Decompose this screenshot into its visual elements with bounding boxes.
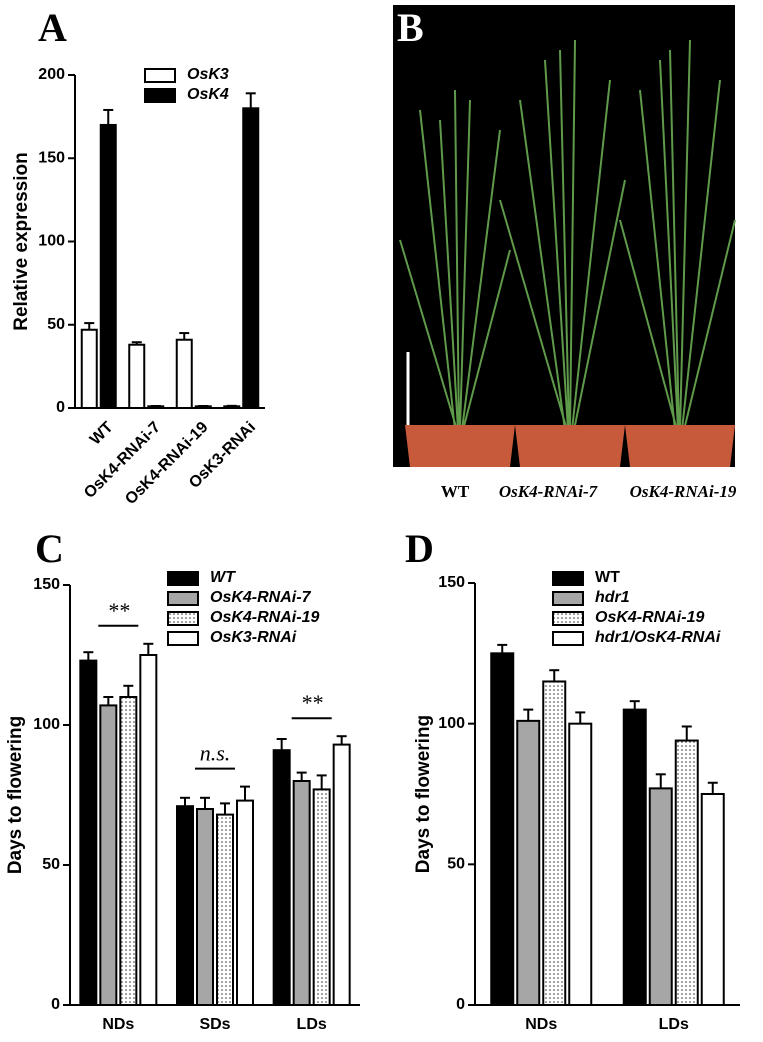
x-tick-label: LDs <box>659 1016 689 1033</box>
legend-swatch <box>552 571 584 586</box>
bar <box>139 654 158 1006</box>
y-tick-label: 100 <box>438 715 465 732</box>
x-tick-label: SDs <box>199 1016 230 1033</box>
legend-label: hdr1 <box>595 589 630 606</box>
bar <box>312 788 331 1007</box>
pots <box>405 425 735 467</box>
annotation: ** <box>301 690 323 715</box>
legend-swatch <box>144 68 176 83</box>
bar <box>196 808 214 1006</box>
y-axis-label: Relative expression <box>11 152 32 330</box>
bar <box>194 405 212 409</box>
x-tick-label: NDs <box>102 1016 134 1033</box>
chart: A Relative expression 0 50 100 150 200 WTOsK4-R… <box>11 5 265 508</box>
legend-label: OsK3-RNAi <box>210 629 297 646</box>
panel-label: B <box>397 5 424 50</box>
y-tick-label: 200 <box>38 66 65 83</box>
bar <box>568 722 593 1007</box>
x-tick-label: WT <box>87 419 117 449</box>
legend-swatch <box>167 571 199 586</box>
photo-panel: B WT OsK4-RNAi-7 OsK4-RNAi-19 <box>393 5 737 501</box>
x-tick-label: OsK4-RNAi-19 <box>122 419 211 508</box>
y-tick-label: 0 <box>51 996 60 1013</box>
bar <box>490 652 515 1006</box>
y-tick-label: 150 <box>33 576 60 593</box>
legend-label: OsK4 <box>187 86 229 103</box>
y-tick-label: 0 <box>456 996 465 1013</box>
bar <box>99 704 118 1007</box>
legend-swatch <box>552 591 584 606</box>
bar <box>80 328 98 409</box>
y-tick-label: 150 <box>438 574 465 591</box>
legend-swatch <box>552 631 584 646</box>
legend-swatch <box>552 611 584 626</box>
caption: WT <box>441 482 470 501</box>
bar <box>272 749 291 1007</box>
panel-label: A <box>38 5 67 50</box>
bar <box>674 739 699 1007</box>
legend-label: OsK4-RNAi-19 <box>210 609 319 626</box>
bar <box>236 799 254 1006</box>
panel-label: D <box>405 526 434 571</box>
legend-label: hdr1/OsK4-RNAi <box>595 629 721 646</box>
chart: D Days to flowering 0 50 100 150 NDs LDs WT hdr1 O… <box>405 526 740 1033</box>
legend-swatch <box>144 88 176 103</box>
bar <box>332 743 351 1006</box>
panel-label: C <box>35 526 64 571</box>
legend-label: WT <box>595 569 620 586</box>
caption: OsK4-RNAi-7 <box>499 482 599 501</box>
legend-label: OsK4-RNAi-19 <box>595 609 704 626</box>
y-axis-label: Days to flowering <box>413 715 434 873</box>
y-axis-label: Days to flowering <box>5 716 26 874</box>
bar <box>147 405 165 409</box>
bar <box>542 680 567 1006</box>
bar <box>516 719 541 1006</box>
bar <box>175 338 193 409</box>
bar <box>700 793 725 1006</box>
bar <box>622 708 647 1006</box>
annotation: n.s. <box>200 741 231 766</box>
legend-label: OsK4-RNAi-7 <box>210 589 312 606</box>
x-tick-label: LDs <box>297 1016 327 1033</box>
legend-label: OsK3 <box>187 66 229 83</box>
bar <box>648 787 673 1007</box>
bar <box>292 780 311 1006</box>
y-tick-label: 50 <box>447 856 465 873</box>
chart: C Days to flowering 0 50 100 150 NDs ** SDs n.s. L… <box>5 526 360 1033</box>
legend-swatch <box>167 591 199 606</box>
bar <box>79 659 98 1006</box>
bar <box>223 405 241 409</box>
y-tick-label: 50 <box>47 316 65 333</box>
legend-swatch <box>167 611 199 626</box>
y-tick-label: 0 <box>56 399 65 416</box>
legend-swatch <box>167 631 199 646</box>
y-tick-label: 150 <box>38 149 65 166</box>
y-tick-label: 100 <box>38 233 65 250</box>
bar <box>176 805 194 1007</box>
x-tick-label: NDs <box>525 1016 557 1033</box>
bar <box>119 696 138 1006</box>
plants <box>399 39 736 431</box>
annotation: ** <box>107 598 129 623</box>
bar <box>242 107 260 410</box>
y-tick-label: 50 <box>42 856 60 873</box>
bar <box>128 343 146 410</box>
y-tick-label: 100 <box>33 716 60 733</box>
bar <box>216 813 234 1006</box>
bar <box>99 123 117 409</box>
caption: OsK4-RNAi-19 <box>630 482 737 501</box>
legend-label: WT <box>210 569 236 586</box>
